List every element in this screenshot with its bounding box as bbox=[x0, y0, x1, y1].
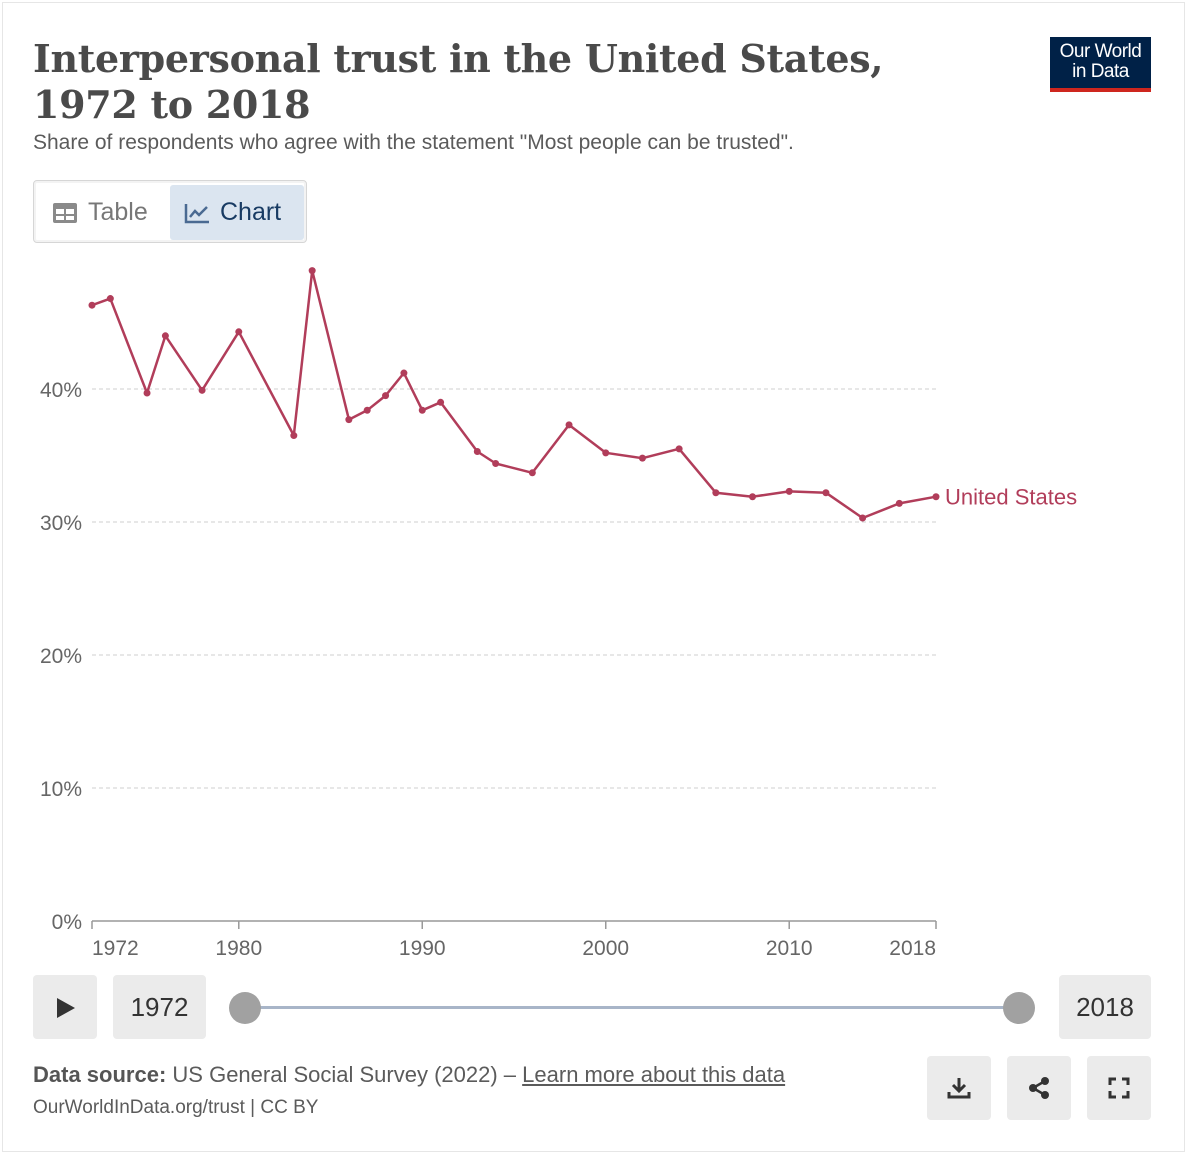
data-point[interactable] bbox=[528, 469, 536, 477]
data-point[interactable] bbox=[437, 398, 445, 406]
data-source-text: US General Social Survey (2022) – bbox=[172, 1062, 517, 1087]
y-tick-label: 10% bbox=[40, 778, 82, 801]
timeline-start-handle[interactable] bbox=[229, 992, 261, 1024]
x-tick-label: 2010 bbox=[766, 937, 813, 960]
y-tick-label: 30% bbox=[40, 512, 82, 535]
x-tick-label: 1990 bbox=[399, 937, 446, 960]
data-point[interactable] bbox=[638, 454, 646, 462]
data-point[interactable] bbox=[88, 301, 96, 309]
view-tabs: Table Chart bbox=[33, 180, 307, 243]
data-point[interactable] bbox=[143, 389, 151, 397]
x-tick-label: 2000 bbox=[582, 937, 629, 960]
data-point[interactable] bbox=[290, 432, 298, 440]
data-point[interactable] bbox=[932, 493, 940, 501]
owid-logo[interactable]: Our World in Data bbox=[1050, 37, 1151, 92]
data-point[interactable] bbox=[382, 392, 390, 400]
data-point[interactable] bbox=[418, 406, 426, 414]
series-line[interactable] bbox=[91, 269, 937, 520]
data-point[interactable] bbox=[822, 489, 830, 497]
data-point[interactable] bbox=[895, 499, 903, 507]
y-tick-label: 20% bbox=[40, 645, 82, 668]
data-point[interactable] bbox=[363, 406, 371, 414]
tab-chart-label: Chart bbox=[220, 198, 282, 226]
tab-chart[interactable]: Chart bbox=[170, 185, 304, 240]
chart-subtitle: Share of respondents who agree with the … bbox=[33, 131, 794, 154]
fullscreen-icon bbox=[1108, 1077, 1130, 1099]
x-tick-label: 1972 bbox=[92, 937, 139, 960]
timeline-controls: 1972 2018 bbox=[0, 975, 1190, 1041]
data-point[interactable] bbox=[785, 487, 793, 495]
timeline-end-year[interactable]: 2018 bbox=[1059, 975, 1151, 1039]
share-icon bbox=[1029, 1077, 1049, 1099]
download-icon bbox=[947, 1078, 971, 1099]
data-point[interactable] bbox=[106, 295, 114, 303]
data-point[interactable] bbox=[400, 369, 408, 377]
learn-more-link[interactable]: Learn more about this data bbox=[522, 1062, 786, 1087]
timeline-start-year[interactable]: 1972 bbox=[113, 975, 206, 1039]
data-point[interactable] bbox=[345, 416, 353, 424]
series-label-united-states: United States bbox=[945, 485, 1077, 510]
tab-table-label: Table bbox=[88, 198, 148, 226]
data-source-label: Data source: bbox=[33, 1062, 167, 1087]
logo-line2: in Data bbox=[1072, 61, 1129, 82]
fullscreen-button[interactable] bbox=[1087, 1056, 1151, 1120]
download-button[interactable] bbox=[927, 1056, 991, 1120]
timeline-end-handle[interactable] bbox=[1003, 992, 1035, 1024]
chart-title: Interpersonal trust in the United States… bbox=[33, 36, 884, 127]
data-point[interactable] bbox=[198, 386, 206, 394]
data-point[interactable] bbox=[675, 445, 683, 453]
table-icon bbox=[53, 202, 77, 223]
data-point[interactable] bbox=[492, 459, 500, 467]
data-point[interactable] bbox=[565, 421, 573, 429]
data-point[interactable] bbox=[235, 328, 243, 336]
logo-line1: Our World bbox=[1059, 41, 1142, 62]
data-point[interactable] bbox=[473, 448, 481, 456]
data-source: Data source: US General Social Survey (2… bbox=[33, 1062, 785, 1088]
data-point[interactable] bbox=[161, 332, 169, 340]
y-tick-label: 0% bbox=[52, 911, 82, 934]
y-tick-label: 40% bbox=[40, 379, 82, 402]
timeline-slider-track[interactable] bbox=[245, 1006, 1019, 1009]
license-text: OurWorldInData.org/trust | CC BY bbox=[33, 1097, 319, 1118]
x-tick-label: 1980 bbox=[215, 937, 262, 960]
line-chart-icon bbox=[184, 203, 209, 223]
data-point[interactable] bbox=[859, 514, 867, 522]
data-point[interactable] bbox=[602, 449, 610, 457]
share-button[interactable] bbox=[1007, 1056, 1071, 1120]
tab-table[interactable]: Table bbox=[38, 185, 168, 240]
line-chart: 0% 10% 20% 30% 40% 1972 1980 1990 2000 2010 2018 U… bbox=[40, 267, 1077, 960]
x-tick-label: 2018 bbox=[889, 937, 936, 960]
data-point[interactable] bbox=[749, 493, 757, 501]
data-point[interactable] bbox=[308, 267, 316, 275]
data-point[interactable] bbox=[712, 489, 720, 497]
play-button[interactable] bbox=[33, 975, 97, 1039]
